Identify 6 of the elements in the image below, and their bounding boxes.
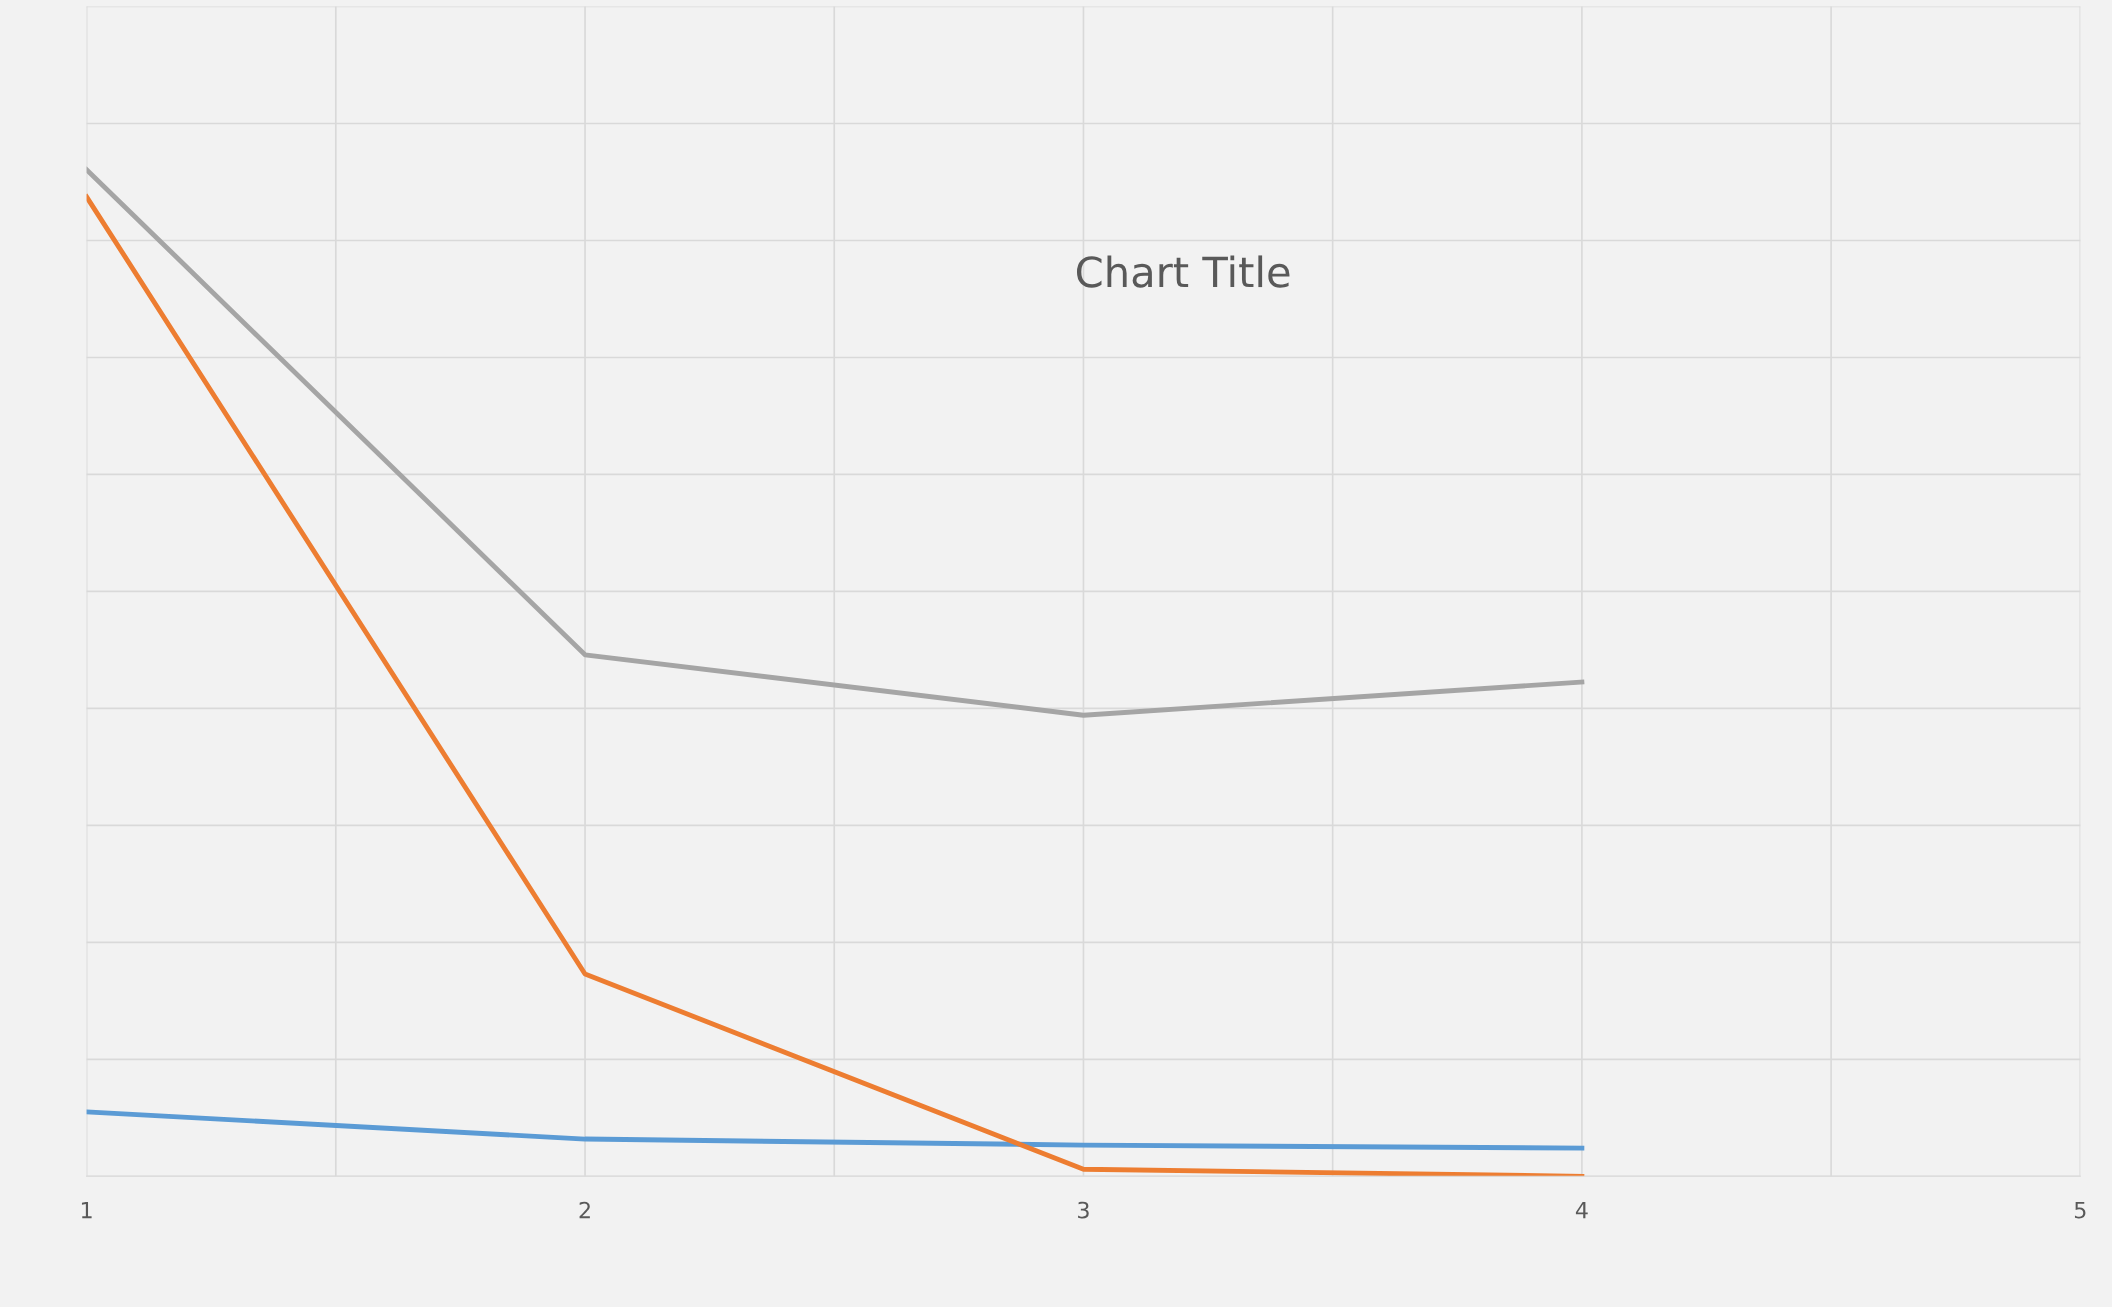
x-tick-label: 3 xyxy=(1078,1201,1089,1219)
x-tick-label: 1 xyxy=(81,1201,92,1219)
x-tick-label: 2 xyxy=(579,1201,590,1219)
x-tick-label: 5 xyxy=(2074,1201,2086,1219)
text: Chart Title xyxy=(1076,255,1290,288)
x-tick-label: 4 xyxy=(1575,1201,1588,1219)
